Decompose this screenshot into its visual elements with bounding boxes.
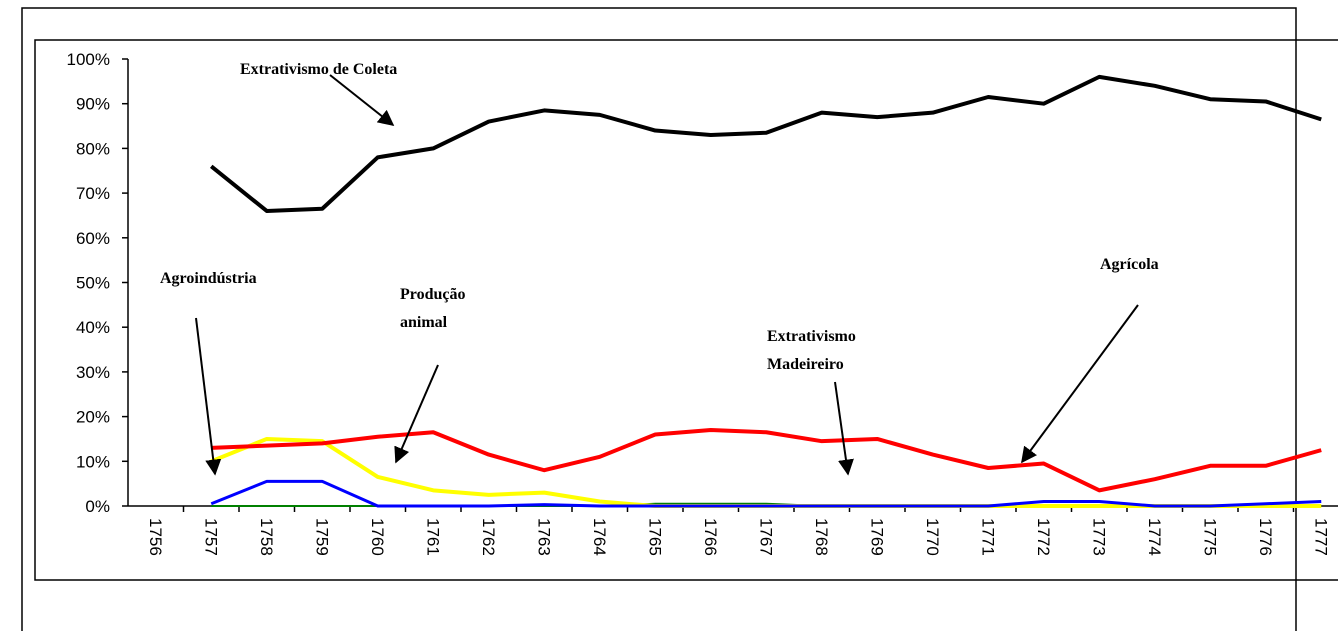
- y-tick-label: 20%: [76, 408, 110, 427]
- plot-area: 0% 10% 20% 30% 40% 50% 60% 70% 80% 90% 100% 1756 175…: [67, 50, 1338, 556]
- series-line: [211, 428, 1322, 493]
- x-tick-label: 1771: [978, 518, 997, 556]
- y-tick-label: 90%: [76, 95, 110, 114]
- x-tick-label: 1764: [590, 518, 609, 556]
- plot-frame: [34, 39, 1338, 581]
- x-tick-label: 1767: [756, 518, 775, 556]
- arrow: [195, 317, 222, 476]
- x-tick-label: 1756: [146, 518, 165, 556]
- y-tick-label: 40%: [76, 318, 110, 337]
- x-tick-label: 1758: [257, 518, 276, 556]
- x-tick-label: 1765: [645, 518, 664, 556]
- y-tick-label: 30%: [76, 363, 110, 382]
- x-tick-label: 1777: [1311, 518, 1330, 556]
- x-tick-label: 1776: [1256, 518, 1275, 556]
- x-tick-label: 1763: [534, 518, 553, 556]
- series-line: [209, 74, 1322, 213]
- annotation: Agrícola: [1100, 256, 1159, 273]
- y-tick-label: 80%: [76, 139, 110, 158]
- x-tick-label: 1769: [867, 518, 886, 556]
- y-tick-label: 70%: [76, 184, 110, 203]
- arrow: [834, 381, 854, 476]
- y-tick-label: 60%: [76, 229, 110, 248]
- x-tick-label: 1770: [923, 518, 942, 556]
- annotation: Produção animal: [400, 286, 466, 331]
- y-tick-label: 10%: [76, 452, 110, 471]
- x-tick-label: 1775: [1200, 518, 1219, 556]
- x-tick-label: 1762: [479, 518, 498, 556]
- x-tick-label: 1774: [1145, 518, 1164, 556]
- x-tick-label: 1761: [423, 518, 442, 556]
- series-line: [210, 479, 1322, 508]
- x-tick-label: 1768: [812, 518, 831, 556]
- x-tick-label: 1759: [312, 518, 331, 556]
- annotation: Extrativismo de Coleta: [240, 61, 398, 78]
- y-tick-label: 0%: [85, 497, 110, 516]
- arrow: [329, 74, 395, 126]
- x-tick-label: 1773: [1089, 518, 1108, 556]
- x-tick-label: 1766: [701, 518, 720, 556]
- series-line: [210, 436, 1322, 508]
- x-tick-label: 1760: [368, 518, 387, 556]
- annotation: Extrativismo Madeireiro: [767, 328, 856, 373]
- x-tick-label: 1772: [1034, 518, 1053, 556]
- y-tick-label: 100%: [67, 50, 110, 69]
- arrow: [1021, 304, 1139, 464]
- annotation-arrows: [195, 74, 1139, 476]
- arrow: [394, 364, 439, 464]
- annotation: Agroindústria: [160, 270, 257, 287]
- x-tick-label: 1757: [201, 518, 220, 556]
- outer-frame: [21, 7, 1297, 631]
- y-tick-label: 50%: [76, 274, 110, 293]
